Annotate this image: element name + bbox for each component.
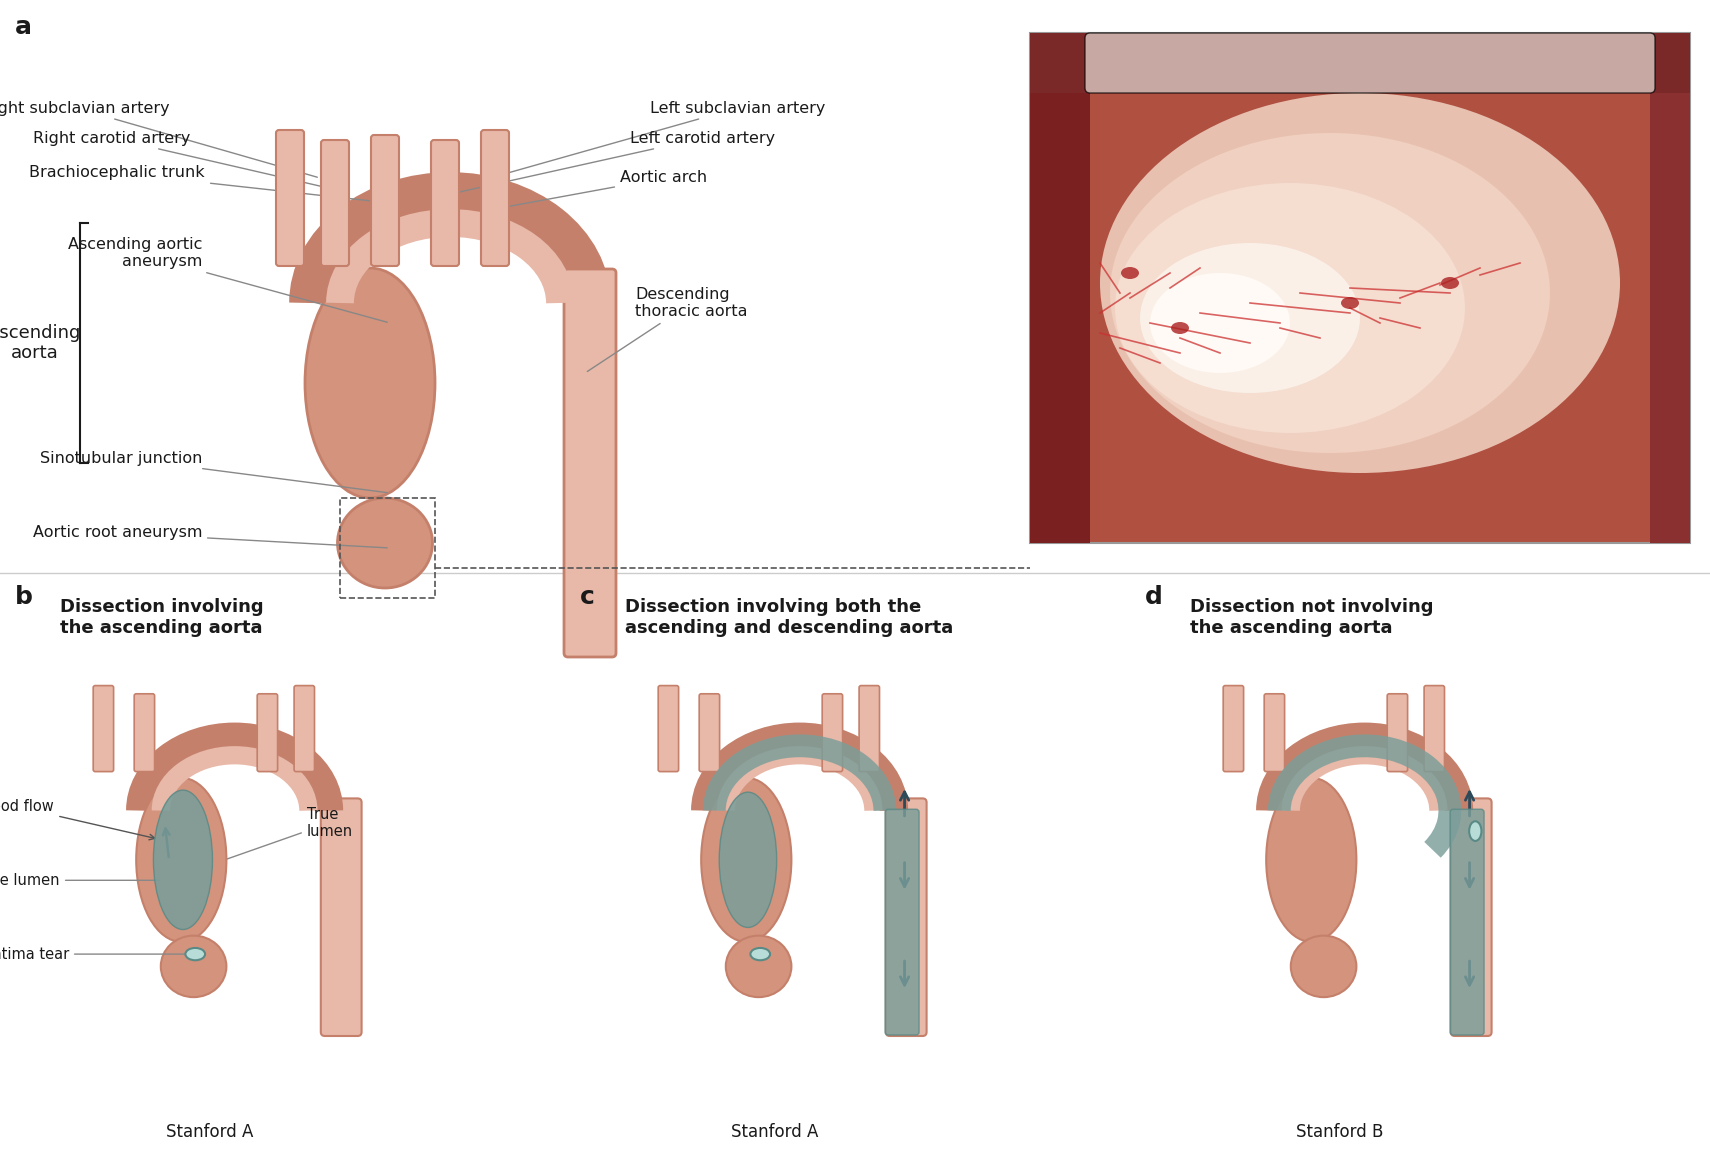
FancyBboxPatch shape <box>321 799 361 1036</box>
Text: Blood flow: Blood flow <box>0 799 156 840</box>
Text: Left carotid artery: Left carotid artery <box>458 130 775 192</box>
FancyBboxPatch shape <box>564 269 616 657</box>
FancyBboxPatch shape <box>1264 694 1284 771</box>
FancyBboxPatch shape <box>1450 809 1484 1035</box>
Ellipse shape <box>1115 183 1465 433</box>
Ellipse shape <box>1110 133 1549 454</box>
FancyBboxPatch shape <box>1450 799 1491 1036</box>
Text: Sinotubular junction: Sinotubular junction <box>39 450 386 493</box>
Text: Dissection involving both the
ascending and descending aorta: Dissection involving both the ascending … <box>624 598 952 637</box>
Ellipse shape <box>1442 277 1459 288</box>
FancyBboxPatch shape <box>94 686 113 771</box>
Ellipse shape <box>1469 821 1481 841</box>
FancyBboxPatch shape <box>858 686 879 771</box>
FancyBboxPatch shape <box>1424 686 1445 771</box>
FancyBboxPatch shape <box>133 694 154 771</box>
FancyBboxPatch shape <box>699 694 720 771</box>
FancyBboxPatch shape <box>294 686 315 771</box>
FancyBboxPatch shape <box>1223 686 1243 771</box>
Ellipse shape <box>701 778 792 942</box>
FancyBboxPatch shape <box>256 694 277 771</box>
Ellipse shape <box>1341 297 1359 309</box>
Text: Dissection involving
the ascending aorta: Dissection involving the ascending aorta <box>60 598 263 637</box>
FancyBboxPatch shape <box>658 686 679 771</box>
Ellipse shape <box>1100 93 1619 473</box>
Ellipse shape <box>1171 322 1188 334</box>
Ellipse shape <box>137 778 226 942</box>
Ellipse shape <box>1265 778 1356 942</box>
Text: b: b <box>15 585 32 609</box>
Ellipse shape <box>161 936 226 997</box>
Ellipse shape <box>720 792 776 927</box>
Ellipse shape <box>1151 273 1289 373</box>
Text: d: d <box>1146 585 1163 609</box>
Text: Right carotid artery: Right carotid artery <box>32 130 347 192</box>
Ellipse shape <box>1122 267 1139 279</box>
Text: Stanford A: Stanford A <box>732 1123 819 1141</box>
Ellipse shape <box>1141 243 1359 393</box>
Ellipse shape <box>725 936 792 997</box>
Bar <box>1029 33 1689 93</box>
Text: Ascending
aorta: Ascending aorta <box>0 323 82 363</box>
Ellipse shape <box>154 790 212 929</box>
Text: Descending
thoracic aorta: Descending thoracic aorta <box>587 287 747 371</box>
FancyBboxPatch shape <box>371 135 398 266</box>
Text: Stanford B: Stanford B <box>1296 1123 1383 1141</box>
Text: Stanford A: Stanford A <box>166 1123 253 1141</box>
Ellipse shape <box>304 267 434 498</box>
Bar <box>340 498 434 598</box>
Ellipse shape <box>337 498 433 588</box>
Text: Aortic root aneurysm: Aortic root aneurysm <box>32 526 386 548</box>
Text: Intima tear: Intima tear <box>0 947 192 962</box>
Ellipse shape <box>185 948 205 961</box>
Text: c: c <box>580 585 595 609</box>
Text: Brachiocephalic trunk: Brachiocephalic trunk <box>29 165 386 202</box>
FancyBboxPatch shape <box>321 140 349 266</box>
FancyBboxPatch shape <box>1086 33 1655 93</box>
Ellipse shape <box>1291 936 1356 997</box>
Ellipse shape <box>751 948 770 961</box>
FancyBboxPatch shape <box>431 140 458 266</box>
Text: Aortic arch: Aortic arch <box>503 171 708 207</box>
FancyBboxPatch shape <box>275 130 304 266</box>
Bar <box>1029 33 1089 543</box>
Text: Dissection not involving
the ascending aorta: Dissection not involving the ascending a… <box>1190 598 1433 637</box>
FancyBboxPatch shape <box>481 130 510 266</box>
FancyBboxPatch shape <box>823 694 843 771</box>
Bar <box>1029 33 1689 543</box>
FancyBboxPatch shape <box>886 799 927 1036</box>
Text: Ascending aortic
aneurysm: Ascending aortic aneurysm <box>68 237 388 322</box>
Text: Right subclavian artery: Right subclavian artery <box>0 100 318 177</box>
Text: a: a <box>15 15 32 40</box>
FancyBboxPatch shape <box>886 809 918 1035</box>
Bar <box>1650 33 1689 543</box>
Text: Left subclavian artery: Left subclavian artery <box>492 100 826 177</box>
FancyBboxPatch shape <box>1387 694 1407 771</box>
Text: True
lumen: True lumen <box>227 807 352 859</box>
Text: False lumen: False lumen <box>0 872 159 887</box>
